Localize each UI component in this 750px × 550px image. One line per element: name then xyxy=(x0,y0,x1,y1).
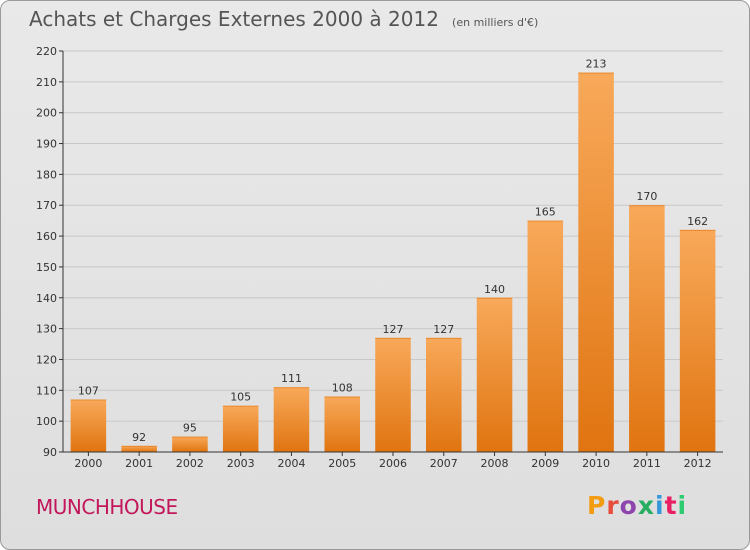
x-tick-label: 2006 xyxy=(379,457,407,470)
data-label: 111 xyxy=(281,372,302,385)
data-label: 95 xyxy=(183,422,197,435)
logo-letter: i xyxy=(677,491,688,520)
x-tick-label: 2003 xyxy=(227,457,255,470)
y-tick-label: 150 xyxy=(36,261,57,274)
y-tick-label: 100 xyxy=(36,415,57,428)
proxiti-logo: Proxiti xyxy=(587,491,687,520)
y-tick-label: 180 xyxy=(36,168,57,181)
y-tick-label: 170 xyxy=(36,199,57,212)
bars xyxy=(70,72,716,452)
bar xyxy=(222,405,259,452)
data-label: 127 xyxy=(383,323,404,336)
bar xyxy=(121,445,157,452)
x-tick-label: 2005 xyxy=(328,457,356,470)
x-tick-label: 2008 xyxy=(481,457,509,470)
logo-letter: i xyxy=(655,491,665,520)
axes xyxy=(59,50,723,456)
place-label: MUNCHHOUSE xyxy=(36,495,178,519)
labels: 90 100 110 120 130 140 150 160 170 180 190 200 210 22… xyxy=(36,45,712,470)
bar xyxy=(324,396,360,452)
data-label: 165 xyxy=(535,206,556,219)
data-label: 127 xyxy=(433,323,454,336)
bar xyxy=(426,337,462,452)
y-tick-label: 200 xyxy=(36,107,57,120)
y-tick-label: 160 xyxy=(36,230,57,243)
data-label: 92 xyxy=(132,431,146,444)
data-label: 105 xyxy=(230,391,251,404)
chart-title: Achats et Charges Externes 2000 à 2012 xyxy=(29,7,439,31)
chart-subtitle: (en milliers d'€) xyxy=(452,16,539,29)
bar xyxy=(679,229,716,452)
data-label: 108 xyxy=(332,381,353,394)
bar xyxy=(70,399,107,452)
x-tick-label: 2000 xyxy=(74,457,102,470)
x-tick-label: 2001 xyxy=(125,457,153,470)
data-label: 107 xyxy=(78,385,99,398)
logo-letter: x xyxy=(637,491,655,520)
x-tick-label: 2007 xyxy=(430,457,458,470)
bar xyxy=(578,72,614,452)
y-tick-label: 110 xyxy=(36,384,57,397)
y-tick-label: 140 xyxy=(36,292,57,305)
bar xyxy=(172,436,208,452)
x-tick-label: 2011 xyxy=(633,457,661,470)
data-label: 213 xyxy=(586,58,607,71)
x-tick-label: 2004 xyxy=(277,457,305,470)
y-tick-label: 210 xyxy=(36,76,57,89)
x-tick-label: 2009 xyxy=(531,457,559,470)
x-tick-label: 2010 xyxy=(582,457,610,470)
x-tick-label: 2012 xyxy=(684,457,712,470)
bar xyxy=(527,220,564,452)
bar xyxy=(273,387,310,452)
y-tick-label: 90 xyxy=(43,446,57,459)
y-tick-label: 130 xyxy=(36,323,57,336)
logo-letter: P xyxy=(587,491,607,520)
data-label: 140 xyxy=(484,283,505,296)
logo-letter: r xyxy=(606,491,620,520)
bar xyxy=(375,337,411,452)
title-row: Achats et Charges Externes 2000 à 2012 (… xyxy=(29,7,538,31)
y-tick-label: 120 xyxy=(36,353,57,366)
x-tick-label: 2002 xyxy=(176,457,204,470)
logo-letter: o xyxy=(619,491,638,520)
data-label: 162 xyxy=(687,215,708,228)
y-tick-label: 190 xyxy=(36,138,57,151)
logo-letter: t xyxy=(664,491,678,520)
data-label: 170 xyxy=(636,190,657,203)
bar xyxy=(629,205,665,452)
y-tick-label: 220 xyxy=(36,45,57,58)
bar xyxy=(476,297,513,452)
